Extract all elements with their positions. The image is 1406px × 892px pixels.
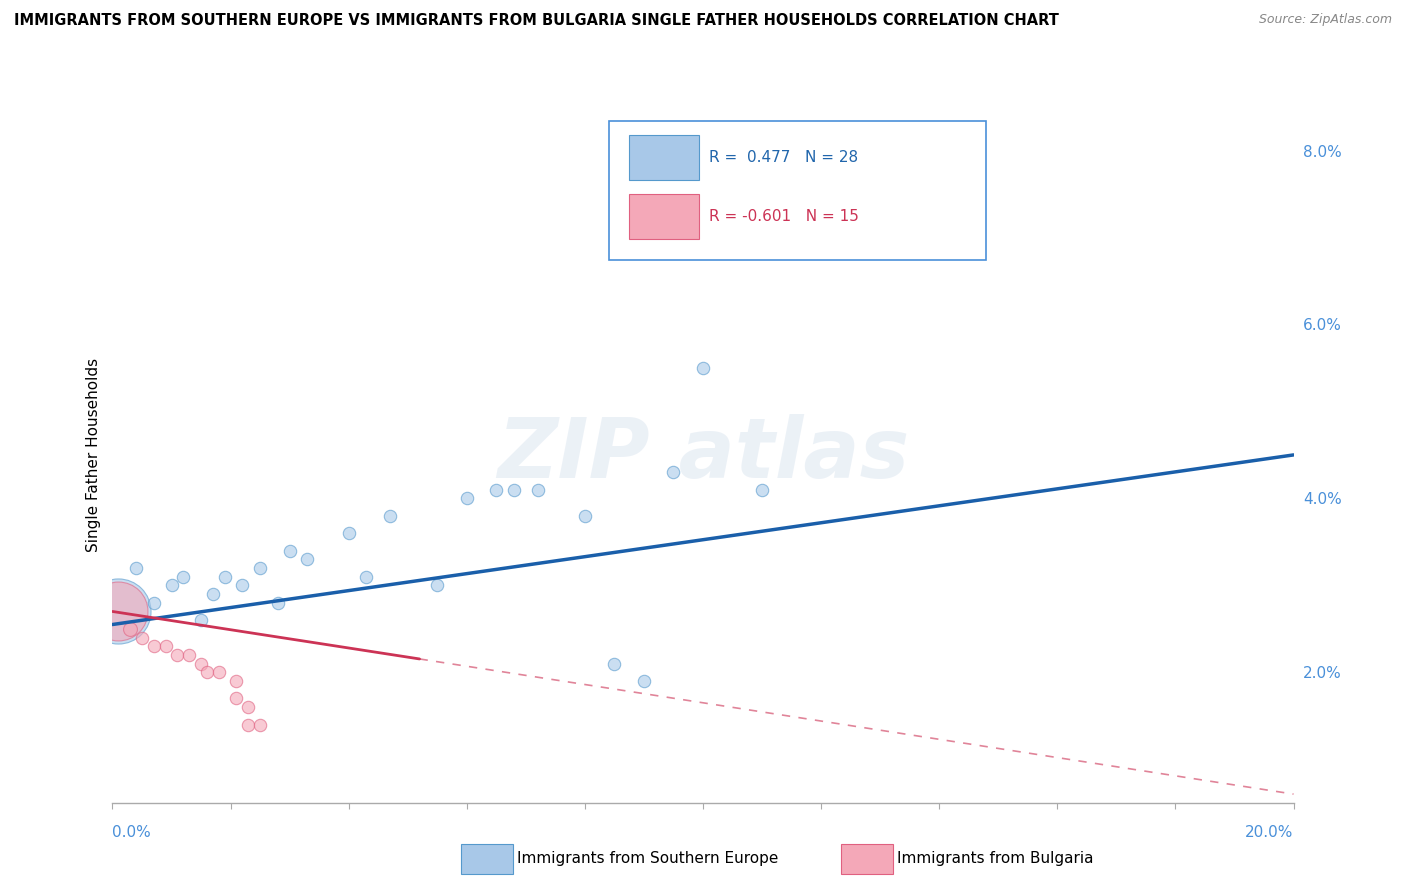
Point <box>107 605 129 619</box>
Point <box>378 508 401 523</box>
Point <box>142 639 165 653</box>
Point <box>249 561 271 575</box>
Point <box>190 613 212 627</box>
Text: Immigrants from Southern Europe: Immigrants from Southern Europe <box>517 852 779 866</box>
Point <box>297 552 319 566</box>
Point <box>603 657 626 671</box>
Point <box>190 657 212 671</box>
Point <box>172 570 194 584</box>
Point <box>249 717 271 731</box>
Point <box>201 587 224 601</box>
Point <box>125 561 148 575</box>
Point <box>155 639 177 653</box>
Point <box>208 665 231 680</box>
Text: IMMIGRANTS FROM SOUTHERN EUROPE VS IMMIGRANTS FROM BULGARIA SINGLE FATHER HOUSEH: IMMIGRANTS FROM SOUTHERN EUROPE VS IMMIG… <box>14 13 1059 29</box>
Point <box>120 622 142 636</box>
FancyBboxPatch shape <box>609 121 987 260</box>
Point <box>231 578 253 592</box>
Point <box>160 578 183 592</box>
Point <box>356 570 378 584</box>
Point <box>278 543 301 558</box>
Point <box>238 717 260 731</box>
Y-axis label: Single Father Households: Single Father Households <box>86 358 101 552</box>
Point <box>267 596 290 610</box>
Point <box>195 665 218 680</box>
Point <box>633 674 655 689</box>
FancyBboxPatch shape <box>628 135 699 180</box>
Point <box>426 578 449 592</box>
FancyBboxPatch shape <box>628 194 699 239</box>
Point <box>662 466 685 480</box>
Text: 20.0%: 20.0% <box>1246 825 1294 840</box>
Point <box>238 700 260 714</box>
Point <box>166 648 188 662</box>
Point <box>142 596 165 610</box>
Point <box>751 483 773 497</box>
Point <box>225 674 247 689</box>
Point <box>456 491 478 506</box>
Point <box>179 648 201 662</box>
Point <box>574 508 596 523</box>
Point <box>485 483 508 497</box>
Point <box>131 631 153 645</box>
Text: ZIP atlas: ZIP atlas <box>496 415 910 495</box>
Point <box>107 605 129 619</box>
Point <box>692 361 714 376</box>
Text: Immigrants from Bulgaria: Immigrants from Bulgaria <box>897 852 1094 866</box>
Text: 0.0%: 0.0% <box>112 825 152 840</box>
Point <box>337 526 360 541</box>
Point <box>526 483 548 497</box>
Point <box>503 483 526 497</box>
Point <box>214 570 236 584</box>
Point <box>225 691 247 706</box>
Text: R = -0.601   N = 15: R = -0.601 N = 15 <box>709 209 859 224</box>
Text: R =  0.477   N = 28: R = 0.477 N = 28 <box>709 150 858 165</box>
Text: Source: ZipAtlas.com: Source: ZipAtlas.com <box>1258 13 1392 27</box>
Point <box>740 230 762 244</box>
